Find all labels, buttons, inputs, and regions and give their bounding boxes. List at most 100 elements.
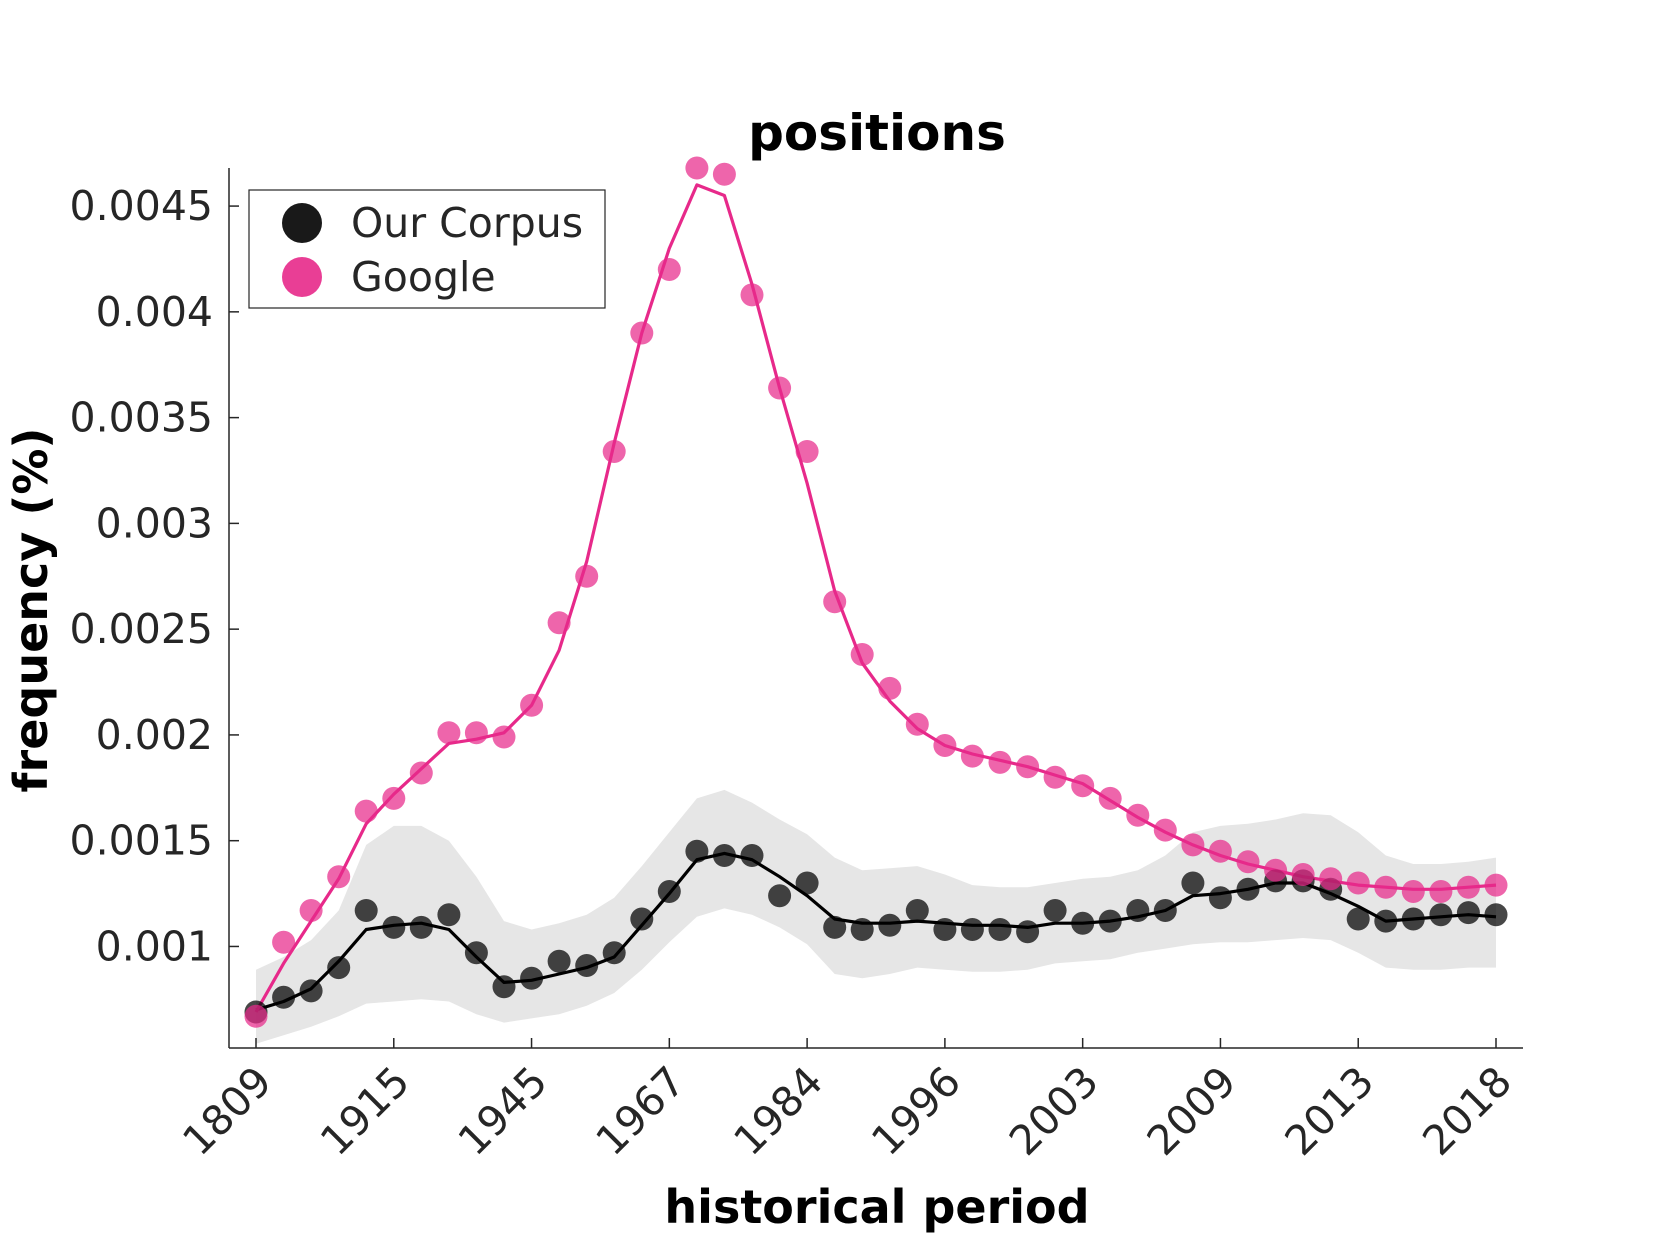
google-smoothed-line [254, 183, 1497, 1013]
y-axis-title: frequency (%) [4, 428, 58, 793]
y-tick-label: 0.003 [96, 499, 213, 547]
our-corpus-data-point [823, 915, 847, 939]
our-corpus-data-point [1429, 903, 1453, 927]
google-data-point [299, 899, 323, 922]
our-corpus-data-point [1208, 886, 1232, 910]
legend: Our Corpus Google [248, 189, 606, 309]
y-tick-label: 0.0025 [70, 605, 213, 653]
x-tick-label: 1915 [311, 1057, 419, 1165]
x-tick-label: 1967 [587, 1057, 695, 1165]
our-corpus-data-point [354, 899, 378, 922]
y-ticks: 0.001 0.0015 0.002 0.0025 0.003 0.0035 0.004 0.… [70, 182, 239, 970]
our-corpus-data-point [1456, 901, 1480, 925]
our-corpus-data-point [575, 954, 599, 977]
google-data-point [547, 611, 571, 635]
google-data-point [1484, 873, 1508, 897]
our-corpus-data-point [1071, 911, 1095, 935]
google-data-point [988, 750, 1012, 774]
google-data-point [630, 321, 654, 345]
our-corpus-data-point [657, 880, 681, 903]
google-data-point [602, 440, 626, 463]
our-corpus-data-point [547, 949, 571, 973]
y-tick-label: 0.0045 [70, 182, 213, 230]
google-data-point [1374, 875, 1398, 899]
our-corpus-data-point [382, 915, 406, 939]
google-data-point [878, 676, 902, 700]
our-corpus-data-point [1016, 920, 1040, 944]
google-data-point [960, 744, 984, 768]
our-corpus-data-point [1181, 871, 1205, 895]
google-data-point [1098, 786, 1122, 810]
google-data-point [1346, 871, 1370, 895]
our-corpus-data-point [795, 871, 819, 895]
google-data-point [1456, 875, 1480, 899]
axes-layer [228, 168, 1523, 1049]
x-tick-label: 1945 [449, 1057, 557, 1165]
our-corpus-data-point [685, 839, 709, 863]
x-tick-label: 1984 [724, 1057, 832, 1165]
x-tick-label: 1996 [862, 1057, 970, 1165]
google-data-point [905, 712, 929, 736]
google-data-point [1043, 765, 1067, 789]
google-data-point [1319, 867, 1343, 891]
our-corpus-data-point [409, 915, 433, 939]
google-data-point [823, 590, 847, 614]
our-corpus-data-point [630, 907, 654, 931]
chart-title: positions [748, 104, 1006, 162]
x-ticks: 1809 1915 1945 1967 1984 1996 2003 2009 2013 2018 [173, 1038, 1521, 1165]
google-data-point [382, 786, 406, 810]
google-data-point [1429, 880, 1453, 903]
y-tick-label: 0.0035 [70, 394, 213, 442]
our-corpus-data-point [988, 918, 1012, 941]
google-data-point [740, 283, 764, 307]
y-tick-label: 0.0015 [70, 817, 213, 865]
legend-marker-our-corpus [282, 203, 322, 243]
google-data-point [1126, 803, 1150, 827]
our-corpus-data-point [933, 918, 957, 941]
our-corpus-data-point [492, 975, 516, 999]
our-corpus-data-point [1236, 877, 1260, 901]
x-tick-label: 1809 [173, 1057, 281, 1165]
google-data-point [1208, 839, 1232, 863]
google-data-point [685, 156, 709, 180]
google-data-point [1264, 858, 1288, 882]
our-corpus-data-point [960, 918, 984, 941]
our-corpus-data-point [1153, 899, 1177, 922]
our-corpus-data-point [878, 913, 902, 937]
y-tick-label: 0.002 [96, 711, 213, 759]
our-corpus-data-point [327, 956, 351, 980]
our-corpus-data-point [1043, 899, 1067, 922]
google-data-point [409, 761, 433, 785]
google-data-point [437, 721, 461, 745]
google-data-point [657, 258, 681, 281]
x-tick-label: 2018 [1413, 1057, 1521, 1165]
google-data-point [575, 564, 599, 588]
legend-marker-google [282, 257, 322, 297]
google-data-point [1153, 818, 1177, 842]
google-data-point [1071, 774, 1095, 798]
google-data-point [244, 1004, 268, 1028]
google-data-point [327, 865, 351, 889]
series-points [244, 156, 1508, 1028]
our-corpus-data-point [1126, 899, 1150, 922]
our-corpus-data-point [464, 941, 488, 965]
our-corpus-data-point [1401, 907, 1425, 931]
y-tick-label: 0.004 [96, 288, 213, 336]
y-tick-label: 0.001 [96, 922, 213, 970]
google-data-point [1291, 863, 1315, 886]
our-corpus-data-point [768, 884, 792, 908]
legend-label-google: Google [351, 253, 496, 301]
google-data-point [520, 693, 544, 717]
our-corpus-data-point [712, 844, 736, 867]
our-corpus-data-point [437, 903, 461, 927]
google-data-point [850, 643, 874, 666]
our-corpus-data-point [602, 941, 626, 965]
our-corpus-data-point [850, 918, 874, 941]
our-corpus-data-point [1484, 903, 1508, 927]
our-corpus-data-point [1098, 909, 1122, 933]
legend-label-our-corpus: Our Corpus [351, 199, 583, 247]
our-corpus-data-point [299, 979, 323, 1003]
google-data-point [492, 725, 516, 749]
